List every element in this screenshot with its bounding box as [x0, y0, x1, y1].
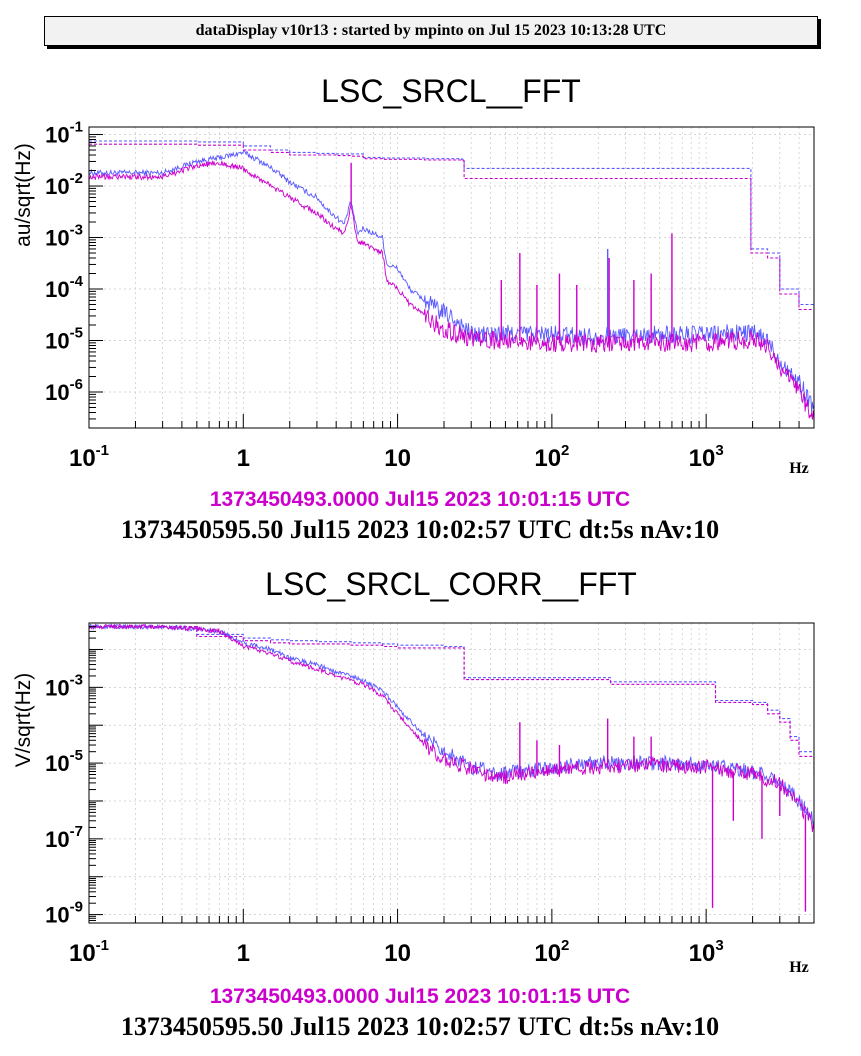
chart-2-series-2: [89, 626, 814, 772]
chart-1-frame: [88, 126, 815, 429]
chart-1-x-tick-label: 10: [384, 445, 411, 472]
chart-1-x-tick-label: 102: [534, 442, 569, 472]
chart-1-reference-timestamp: 1373450493.0000 Jul15 2023 10:01:15 UTC: [210, 488, 630, 511]
chart-2-title: LSC_SRCL_CORR__FFT: [265, 566, 637, 602]
chart-2-series-0: [89, 623, 814, 826]
chart-1-plot: 10-1 1 10 102 103 10-1 10-2 10-3 10-4 10-5 10-6: [45, 119, 815, 472]
chart-2-reference-timestamp: 1373450493.0000 Jul15 2023 10:01:15 UTC: [210, 985, 630, 1008]
chart-2-x-tick-label: 10: [384, 940, 411, 967]
chart-1-y-tick-label: 10-2: [45, 170, 83, 199]
chart-2-x-tick-label: 103: [689, 937, 724, 967]
chart-2-y-tick-label: 10-7: [45, 823, 83, 852]
chart-1-y-tick-label: 10-5: [45, 325, 83, 354]
chart-1-y-tick-label: 10-1: [45, 119, 83, 148]
chart-1-series-3: [89, 143, 814, 332]
chart-1-x-tick-label: 103: [689, 442, 724, 472]
chart-2-x-tick-label: 10-1: [69, 937, 109, 967]
chart-2-ylabel: V/sqrt(Hz): [12, 673, 35, 768]
chart-1-y-tick-label: 10-6: [45, 376, 83, 405]
chart-1-y-tick-label: 10-3: [45, 222, 83, 251]
chart-2-y-tick-label: 10-5: [45, 747, 83, 776]
chart-1-series-2: [89, 140, 814, 325]
chart-2-xunit: Hz: [789, 959, 809, 976]
chart-1-title: LSC_SRCL__FFT: [321, 73, 581, 109]
chart-2-frame: [88, 622, 815, 924]
chart-2-series-3: [89, 626, 814, 775]
header-text: dataDisplay v10r13 : started by mpinto o…: [195, 22, 667, 39]
chart-2-y-tick-label: 10-9: [45, 899, 83, 928]
chart-1-current-timestamp: 1373450595.50 Jul15 2023 10:02:57 UTC dt…: [121, 515, 719, 544]
chart-2-grid: [88, 623, 815, 923]
chart-2-current-timestamp: 1373450595.50 Jul15 2023 10:02:57 UTC dt…: [121, 1012, 719, 1041]
chart-1-grid: [88, 127, 815, 428]
chart-2-y-tick-label: 10-3: [45, 671, 83, 700]
chart-2-x-tick-label: 102: [534, 937, 569, 967]
chart-1-series-0: [89, 149, 814, 413]
chart-2-series-1: [89, 623, 814, 832]
chart-1-series-1: [89, 159, 814, 422]
chart-1-xunit: Hz: [789, 460, 809, 477]
chart-1-ylabel: au/sqrt(Hz): [12, 143, 35, 247]
chart-1-y-tick-label: 10-4: [45, 273, 83, 302]
chart-2-x-tick-label: 1: [237, 940, 250, 967]
chart-1-x-tick-label: 1: [237, 445, 250, 472]
chart-1-x-tick-label: 10-1: [69, 442, 109, 472]
chart-2-plot: 10-1 1 10 102 103 10-3 10-5 10-7 10-9: [45, 622, 815, 967]
header-banner: dataDisplay v10r13 : started by mpinto o…: [44, 16, 818, 46]
